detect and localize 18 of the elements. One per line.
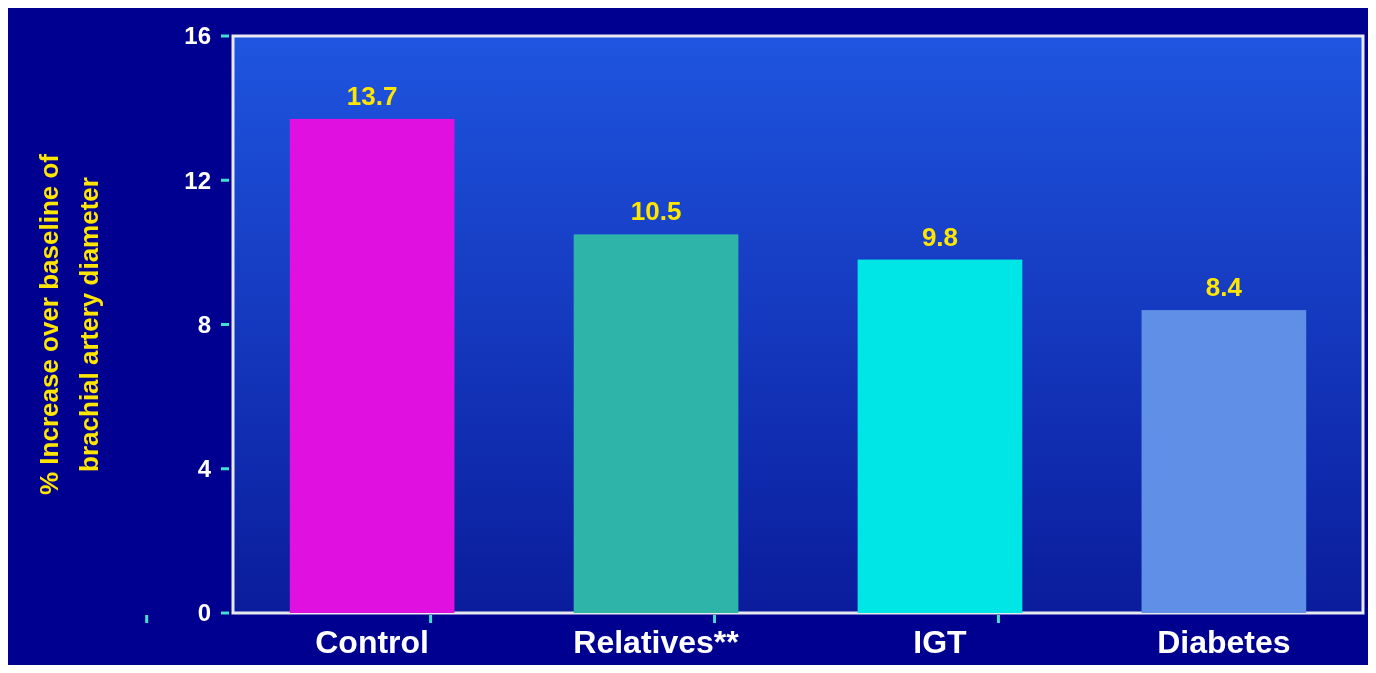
- bar: [573, 234, 739, 613]
- x-tick-label: Diabetes: [1157, 624, 1291, 660]
- y-tick-label: 0: [197, 599, 211, 627]
- x-tick-label: Control: [315, 624, 429, 660]
- data-label: 13.7: [346, 80, 398, 111]
- y-axis-title: % Increase over baseline of brachial artery diameter: [34, 153, 104, 496]
- y-tick-label: 12: [184, 166, 211, 194]
- y-tick-label: 4: [197, 455, 212, 483]
- data-label: 10.5: [630, 196, 682, 227]
- x-tick-label: Relatives**: [573, 624, 740, 660]
- y-tick-label: 8: [197, 310, 211, 338]
- bar: [1141, 310, 1307, 613]
- bar: [857, 259, 1023, 613]
- data-label: 8.4: [1205, 272, 1243, 303]
- data-label: 9.8: [921, 221, 959, 252]
- bar: [289, 118, 455, 613]
- y-tick-label: 16: [184, 22, 211, 50]
- x-tick-label: IGT: [913, 624, 968, 660]
